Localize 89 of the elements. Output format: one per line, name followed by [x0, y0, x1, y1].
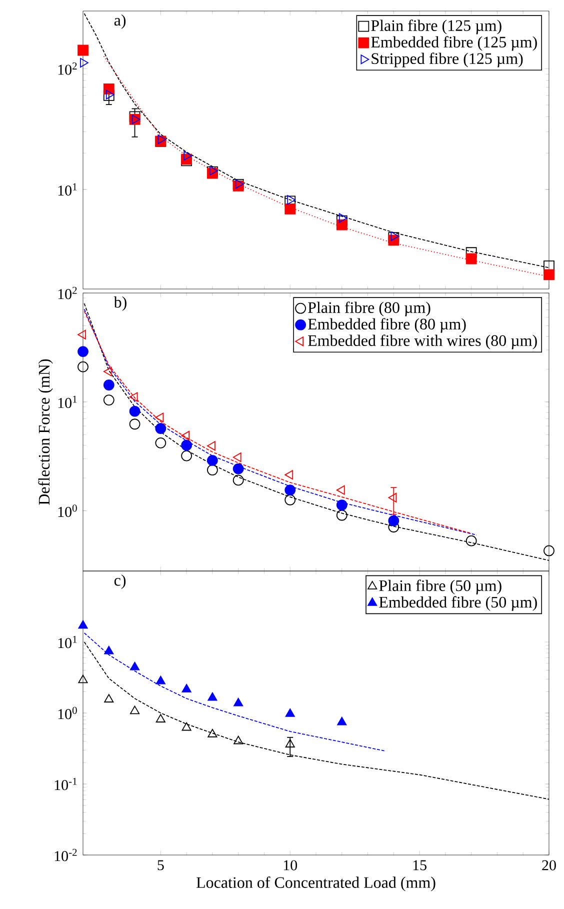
- point: [103, 394, 114, 406]
- x-tick-label: 5: [158, 860, 164, 870]
- point: [338, 213, 348, 223]
- point: [132, 114, 140, 124]
- point: [234, 698, 244, 706]
- y-tick-label: 10$^{2}$: [58, 286, 77, 300]
- legend-label: Stripped fibre (125 µm): [372, 52, 523, 68]
- y-tick-label: 10$^{1}$: [58, 396, 77, 408]
- point: [78, 346, 88, 357]
- point: [390, 231, 400, 242]
- point: [336, 510, 348, 521]
- point: [184, 151, 192, 161]
- point: [129, 392, 138, 402]
- point: [206, 464, 218, 476]
- point: [158, 134, 166, 144]
- point: [129, 418, 140, 430]
- point: [104, 694, 114, 702]
- point: [232, 474, 244, 486]
- point: [206, 454, 218, 466]
- point: [206, 441, 216, 451]
- y-tick-label: 10$^{1}$: [58, 183, 77, 196]
- point: [336, 219, 348, 230]
- point: [182, 684, 192, 692]
- point: [388, 515, 400, 526]
- point: [78, 620, 88, 629]
- point: [284, 494, 296, 506]
- point: [78, 361, 88, 372]
- y-tick-label: 10$^{-2}$: [54, 848, 77, 862]
- point: [103, 366, 112, 376]
- point: [544, 269, 554, 280]
- legend-label: Embedded fibre (125 µm): [371, 36, 537, 51]
- point: [181, 440, 192, 451]
- point: [104, 646, 114, 654]
- point: [208, 692, 218, 701]
- y-tick-label: 10$^{1}$: [58, 636, 77, 648]
- point: [336, 500, 348, 510]
- legend-label: Embedded fibre with wires (80 µm): [308, 334, 537, 350]
- point: [78, 330, 86, 340]
- point: [466, 535, 477, 546]
- y-tick-label: 10$^{0}$: [58, 706, 77, 720]
- point: [129, 406, 140, 417]
- chart-title: b): [114, 296, 126, 311]
- chart-title: c): [114, 574, 126, 589]
- point: [78, 674, 88, 684]
- point: [106, 90, 114, 100]
- x-tick-label: 15: [413, 860, 426, 870]
- point: [466, 253, 477, 264]
- point: [182, 722, 192, 731]
- point: [156, 676, 166, 684]
- point: [155, 412, 164, 422]
- point: [234, 736, 244, 744]
- point: [285, 708, 295, 717]
- legend-label: Plain fibre (125 µm): [371, 20, 502, 34]
- point: [156, 714, 166, 722]
- point: [181, 450, 192, 462]
- y-tick-label: 10$^{0}$: [58, 504, 77, 517]
- y-tick-label: 10$^{2}$: [58, 62, 77, 75]
- point: [155, 423, 166, 434]
- point: [103, 380, 114, 390]
- point: [130, 662, 140, 670]
- point: [181, 430, 190, 440]
- legend-label: Plain fibre (50 µm): [379, 580, 502, 594]
- point: [337, 716, 347, 726]
- x-tick-label: 20: [542, 860, 556, 870]
- legend-label: Embedded fibre (80 µm): [308, 318, 466, 333]
- point: [287, 195, 296, 205]
- x-tick-label: 10: [284, 860, 298, 870]
- point: [544, 545, 554, 556]
- point: [284, 470, 294, 480]
- point: [336, 485, 345, 495]
- point: [388, 492, 397, 502]
- y-axis-title: Deflection Force (mN): [38, 359, 53, 505]
- point: [80, 58, 88, 68]
- legend-label: Plain fibre (80 µm): [308, 302, 430, 316]
- point: [155, 437, 166, 448]
- point: [232, 452, 242, 462]
- point: [544, 260, 554, 272]
- point: [232, 463, 244, 474]
- point: [284, 203, 296, 214]
- legend-label: Embedded fibre (50 µm): [379, 596, 537, 611]
- chart-title: a): [114, 14, 126, 29]
- y-tick-label: 10$^{-1}$: [54, 778, 77, 790]
- point: [235, 179, 244, 189]
- point: [130, 706, 140, 714]
- point: [208, 728, 218, 738]
- line-series: [84, 632, 386, 752]
- x-axis-title: Location of Concentrated Load (mm): [196, 876, 436, 892]
- point: [284, 484, 296, 496]
- point: [78, 44, 88, 56]
